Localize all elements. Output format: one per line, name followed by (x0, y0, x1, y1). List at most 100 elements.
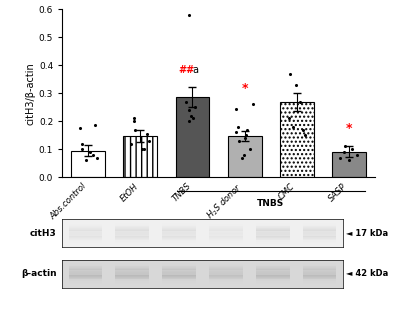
Bar (303, 270, 336, 271)
Bar (303, 259, 336, 260)
Point (292, 82, 299, 87)
Bar (303, 241, 336, 242)
Bar (162, 228, 196, 229)
Bar (69, 241, 102, 242)
Bar (256, 270, 290, 271)
Bar (209, 225, 243, 226)
Bar (256, 268, 290, 269)
Bar (69, 282, 102, 283)
Bar (162, 270, 196, 271)
Point (79, 147, 85, 152)
Bar (209, 268, 243, 269)
Bar (69, 245, 102, 246)
Point (89, 152, 96, 157)
Point (144, 131, 150, 136)
Bar (209, 240, 243, 241)
Bar (115, 219, 149, 220)
Bar (115, 282, 149, 283)
Bar (115, 234, 149, 235)
Bar (162, 246, 196, 247)
Bar (209, 235, 243, 236)
Bar (256, 273, 290, 274)
Point (190, 116, 196, 121)
Bar (115, 243, 149, 244)
Bar (256, 226, 290, 227)
Bar (162, 224, 196, 225)
Bar (209, 237, 243, 238)
Bar (115, 268, 149, 269)
Bar (256, 285, 290, 286)
Bar (115, 269, 149, 270)
Bar (162, 268, 196, 269)
Bar (256, 236, 290, 237)
Bar (115, 220, 149, 221)
Bar (209, 259, 243, 260)
Bar (162, 263, 196, 264)
Bar (209, 227, 243, 228)
Bar (256, 269, 290, 270)
Bar (124, 136, 157, 177)
Bar (115, 263, 149, 264)
Bar (115, 264, 149, 265)
Point (241, 152, 247, 157)
Bar (162, 279, 196, 280)
Bar (115, 260, 149, 261)
Bar (303, 237, 336, 238)
Bar (256, 220, 290, 221)
Bar (69, 278, 102, 279)
Bar (303, 246, 336, 247)
Bar (209, 235, 243, 236)
Bar (209, 265, 243, 266)
Bar (69, 228, 102, 229)
Bar (115, 245, 149, 246)
Bar (115, 277, 149, 278)
Bar (69, 266, 102, 267)
Bar (162, 268, 196, 269)
Bar (162, 281, 196, 282)
Bar (303, 236, 336, 237)
Bar (115, 267, 149, 268)
Bar (209, 247, 243, 248)
Bar (256, 286, 290, 287)
Bar (69, 277, 102, 278)
Bar (115, 231, 149, 232)
Bar (162, 231, 196, 232)
Bar (162, 227, 196, 228)
Bar (256, 275, 290, 276)
Bar (69, 227, 102, 228)
Bar (256, 244, 290, 245)
Bar (303, 225, 336, 226)
Bar (303, 228, 336, 229)
Bar (115, 229, 149, 230)
Bar (209, 272, 243, 273)
Bar (115, 271, 149, 272)
Point (342, 144, 348, 149)
Bar (115, 245, 149, 246)
Point (141, 147, 148, 152)
Bar (209, 239, 243, 240)
Bar (303, 247, 336, 248)
Bar (69, 273, 102, 274)
Bar (256, 284, 290, 285)
Bar (303, 246, 336, 247)
Bar (115, 270, 149, 271)
Text: *: * (346, 122, 352, 135)
Point (185, 12, 192, 17)
Bar (209, 279, 243, 280)
Bar (303, 280, 336, 281)
Bar (162, 271, 196, 272)
Bar (209, 268, 243, 269)
Bar (69, 246, 102, 247)
Bar (115, 287, 149, 288)
Bar (256, 227, 290, 228)
Bar (162, 238, 196, 239)
Bar (115, 235, 149, 236)
Bar (303, 227, 336, 228)
Bar (209, 241, 243, 242)
Bar (303, 229, 336, 230)
Bar (115, 235, 149, 236)
Bar (209, 284, 243, 285)
Bar (256, 229, 290, 230)
Bar (69, 269, 102, 270)
Bar (209, 261, 243, 262)
